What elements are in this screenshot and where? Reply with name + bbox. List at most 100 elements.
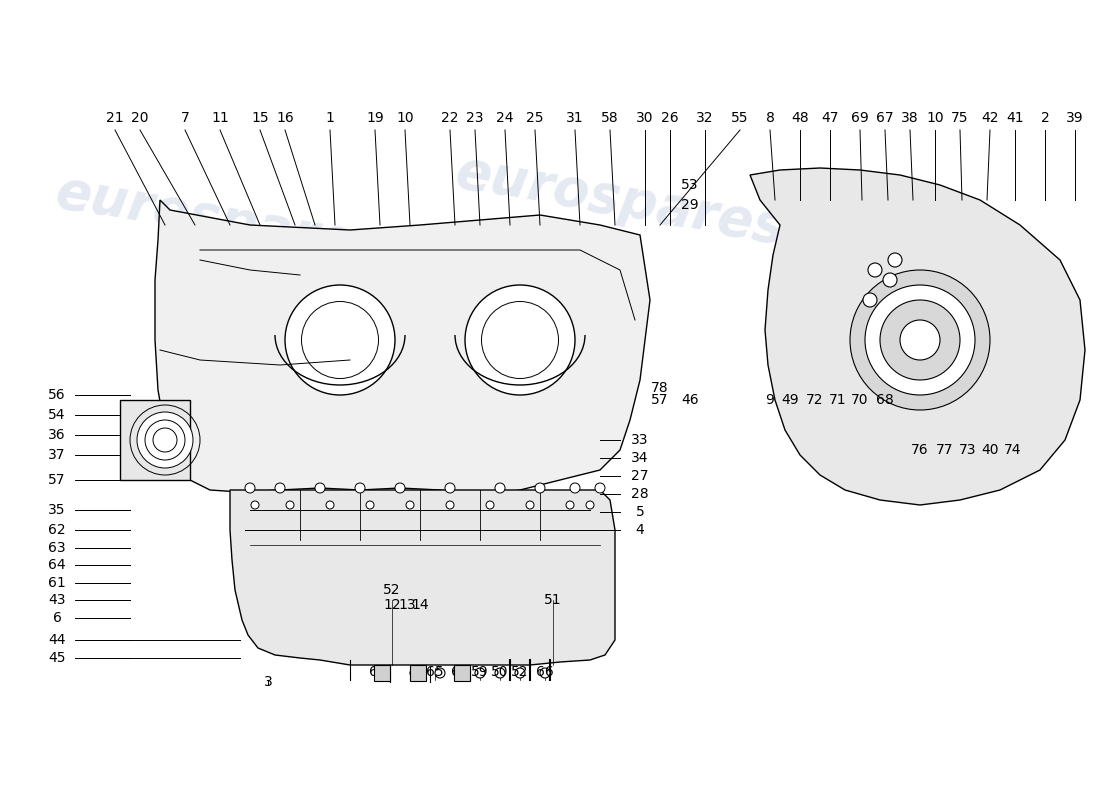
- Circle shape: [880, 300, 960, 380]
- Text: 40: 40: [981, 443, 999, 457]
- Text: 36: 36: [48, 428, 66, 442]
- Text: 66: 66: [536, 665, 554, 679]
- Text: 75: 75: [952, 111, 969, 125]
- Text: 71: 71: [829, 393, 847, 407]
- Text: 7: 7: [180, 111, 189, 125]
- Text: 12: 12: [383, 598, 400, 612]
- Circle shape: [251, 501, 258, 509]
- Circle shape: [883, 273, 896, 287]
- Circle shape: [446, 501, 454, 509]
- Text: 47: 47: [822, 111, 838, 125]
- Text: 27: 27: [631, 469, 649, 483]
- Text: 50: 50: [492, 665, 508, 679]
- Text: 26: 26: [661, 111, 679, 125]
- Circle shape: [446, 483, 455, 493]
- Text: 20: 20: [131, 111, 149, 125]
- Text: eurospares: eurospares: [52, 166, 388, 274]
- Text: 63: 63: [48, 541, 66, 555]
- Text: 30: 30: [636, 111, 653, 125]
- Text: 74: 74: [1004, 443, 1022, 457]
- Text: 24: 24: [496, 111, 514, 125]
- Text: 46: 46: [681, 393, 698, 407]
- Text: 14: 14: [411, 598, 429, 612]
- Text: 76: 76: [911, 443, 928, 457]
- Text: 25: 25: [526, 111, 543, 125]
- Text: 13: 13: [398, 598, 416, 612]
- Circle shape: [535, 483, 544, 493]
- Text: 68: 68: [876, 393, 894, 407]
- Text: 23: 23: [466, 111, 484, 125]
- Text: 16: 16: [276, 111, 294, 125]
- Text: 33: 33: [631, 433, 649, 447]
- Circle shape: [465, 285, 575, 395]
- Circle shape: [865, 285, 975, 395]
- Text: 43: 43: [48, 593, 66, 607]
- Text: eurospares: eurospares: [451, 146, 789, 254]
- Circle shape: [286, 501, 294, 509]
- Circle shape: [138, 412, 192, 468]
- Text: 66: 66: [370, 665, 387, 679]
- Circle shape: [395, 483, 405, 493]
- Text: 32: 32: [696, 111, 714, 125]
- Text: 64: 64: [48, 558, 66, 572]
- Circle shape: [410, 668, 420, 678]
- Text: 5: 5: [636, 505, 645, 519]
- Circle shape: [566, 501, 574, 509]
- Text: 73: 73: [959, 443, 977, 457]
- Text: 31: 31: [566, 111, 584, 125]
- Circle shape: [495, 483, 505, 493]
- Bar: [374, 665, 390, 681]
- Circle shape: [495, 668, 505, 678]
- Circle shape: [245, 483, 255, 493]
- Text: 57: 57: [48, 473, 66, 487]
- Text: 57: 57: [651, 393, 669, 407]
- Text: 34: 34: [631, 451, 649, 465]
- Text: 28: 28: [631, 487, 649, 501]
- Text: 77: 77: [936, 443, 954, 457]
- Circle shape: [570, 483, 580, 493]
- Circle shape: [595, 483, 605, 493]
- Circle shape: [900, 320, 940, 360]
- Circle shape: [285, 285, 395, 395]
- Text: 11: 11: [211, 111, 229, 125]
- Polygon shape: [155, 200, 650, 495]
- Circle shape: [526, 501, 534, 509]
- Circle shape: [326, 501, 334, 509]
- Text: 22: 22: [441, 111, 459, 125]
- Text: 6: 6: [53, 611, 62, 625]
- Text: 49: 49: [781, 393, 799, 407]
- Text: 39: 39: [1066, 111, 1083, 125]
- Circle shape: [888, 253, 902, 267]
- Text: 54: 54: [48, 408, 66, 422]
- Circle shape: [486, 501, 494, 509]
- Text: 38: 38: [901, 111, 918, 125]
- Text: 55: 55: [732, 111, 749, 125]
- Text: 60: 60: [451, 665, 469, 679]
- Text: 51: 51: [544, 593, 562, 607]
- Text: 70: 70: [851, 393, 869, 407]
- Circle shape: [434, 668, 446, 678]
- Text: 69: 69: [851, 111, 869, 125]
- Circle shape: [153, 428, 177, 452]
- Text: 62: 62: [48, 523, 66, 537]
- Text: 4: 4: [636, 523, 645, 537]
- Text: 15: 15: [251, 111, 268, 125]
- Circle shape: [868, 263, 882, 277]
- Circle shape: [864, 293, 877, 307]
- Circle shape: [455, 668, 465, 678]
- Bar: [410, 665, 426, 681]
- Circle shape: [586, 501, 594, 509]
- Text: 52: 52: [383, 583, 400, 597]
- Text: 44: 44: [48, 633, 66, 647]
- Text: 53: 53: [681, 178, 698, 192]
- Circle shape: [375, 668, 385, 678]
- Circle shape: [355, 483, 365, 493]
- Bar: [454, 665, 470, 681]
- Text: 58: 58: [602, 111, 619, 125]
- Circle shape: [366, 501, 374, 509]
- Text: 78: 78: [651, 381, 669, 395]
- Text: 45: 45: [48, 651, 66, 665]
- Polygon shape: [230, 490, 615, 665]
- Circle shape: [275, 483, 285, 493]
- Circle shape: [315, 483, 324, 493]
